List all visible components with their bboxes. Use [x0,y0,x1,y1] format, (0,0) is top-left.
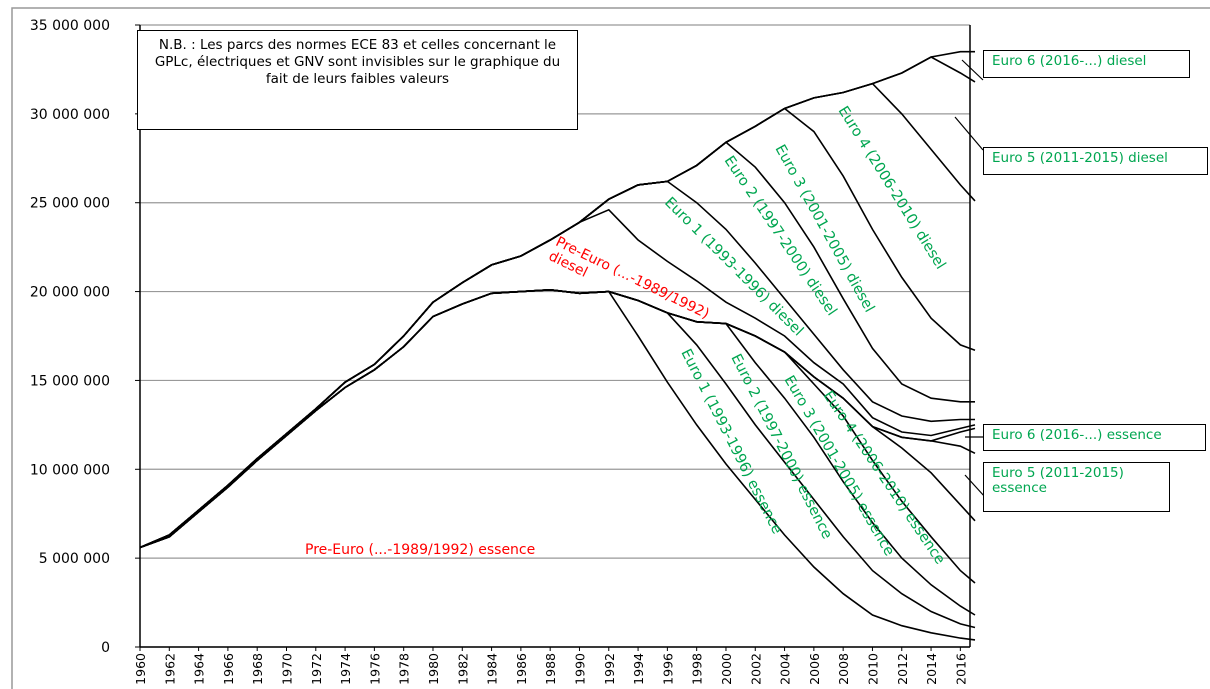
series-line [139,288,976,641]
legend-box: Euro 6 (2016-...) essence [983,424,1206,451]
x-tick-label: 1998 [690,653,705,685]
series-line [139,288,976,549]
x-tick-label: 1990 [572,653,587,685]
x-tick-label: 1978 [397,653,412,685]
x-tick-label: 1962 [162,653,177,685]
y-tick-label: 0 [101,640,110,656]
x-tick-label: 1984 [485,653,500,685]
x-tick-label: 1972 [309,653,324,685]
series-label: Pre-Euro (...-1989/1992) essence [305,542,535,558]
x-tick-label: 2010 [865,653,880,685]
x-tick-label: 1960 [133,653,148,685]
x-tick-label: 2012 [895,653,910,685]
frame [11,7,1210,689]
y-tick-label: 10 000 000 [30,462,110,478]
x-tick-label: 2002 [748,653,763,685]
x-tick-label: 2016 [953,653,968,685]
x-tick-label: 1996 [660,653,675,685]
x-tick-label: 1988 [543,653,558,685]
leader-line [954,116,984,151]
legend-box: Euro 6 (2016-...) diesel [983,50,1190,78]
y-tick-label: 15 000 000 [30,373,110,389]
y-tick-label: 35 000 000 [30,18,110,34]
x-tick-label: 1992 [602,653,617,685]
x-tick-label: 1980 [426,653,441,685]
note: N.B. : Les parcs des normes ECE 83 et ce… [137,30,578,130]
x-tick-label: 1966 [221,653,236,685]
x-tick-label: 1986 [514,653,529,685]
leader-line [964,474,986,498]
series-label: Euro 4 (2006-2010) diesel [835,104,949,273]
x-tick-label: 2014 [924,653,939,685]
x-tick-label: 1964 [192,653,207,685]
x-tick-label: 1974 [338,653,353,685]
y-tick-label: 5 000 000 [39,551,110,567]
series-line [139,288,976,629]
x-tick-label: 2000 [719,653,734,685]
legend-box: Euro 5 (2011-2015) diesel [983,147,1208,175]
y-tick-label: 30 000 000 [30,107,110,123]
x-tick-label: 1968 [250,653,265,685]
x-tick-label: 2004 [778,653,793,685]
series-line [139,50,975,549]
x-tick-label: 1970 [279,653,294,685]
x-tick-label: 1994 [631,653,646,685]
legend-box: Euro 5 (2011-2015) essence [983,462,1170,512]
x-tick-label: 1976 [367,653,382,685]
x-tick-label: 2006 [807,653,822,685]
leader-line [961,59,984,81]
y-tick-label: 20 000 000 [30,285,110,301]
y-tick-label: 25 000 000 [30,196,110,212]
x-tick-label: 2008 [836,653,851,685]
x-tick-label: 1982 [455,653,470,685]
